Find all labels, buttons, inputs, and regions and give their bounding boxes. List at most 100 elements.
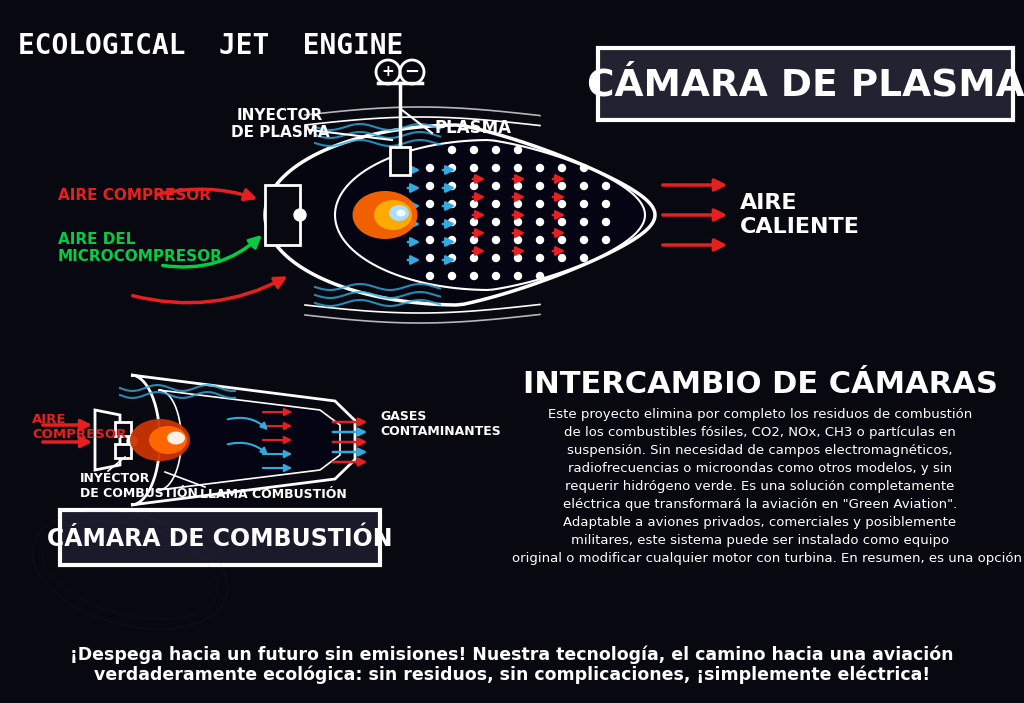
Polygon shape xyxy=(265,125,655,305)
Circle shape xyxy=(427,183,433,190)
Circle shape xyxy=(558,165,565,172)
Circle shape xyxy=(537,254,544,262)
Ellipse shape xyxy=(389,205,409,221)
Circle shape xyxy=(449,254,456,262)
Circle shape xyxy=(537,236,544,243)
Circle shape xyxy=(514,200,521,207)
Text: −: − xyxy=(404,63,420,81)
Circle shape xyxy=(470,200,477,207)
Circle shape xyxy=(514,146,521,153)
Circle shape xyxy=(449,236,456,243)
Circle shape xyxy=(558,219,565,226)
Circle shape xyxy=(493,219,500,226)
Circle shape xyxy=(558,183,565,190)
Text: GASES
CONTAMINANTES: GASES CONTAMINANTES xyxy=(380,410,501,438)
Circle shape xyxy=(493,183,500,190)
Polygon shape xyxy=(335,140,645,290)
Text: PLASMA: PLASMA xyxy=(435,119,512,137)
Text: Adaptable a aviones privados, comerciales y posiblemente: Adaptable a aviones privados, comerciale… xyxy=(563,516,956,529)
Circle shape xyxy=(537,183,544,190)
Text: AIRE
CALIENTE: AIRE CALIENTE xyxy=(740,193,860,237)
Circle shape xyxy=(514,254,521,262)
Text: eléctrica que transformará la aviación en "Green Aviation".: eléctrica que transformará la aviación e… xyxy=(563,498,957,511)
Text: verdaderamente ecológica: sin residuos, sin complicaciones, ¡simplemente eléctri: verdaderamente ecológica: sin residuos, … xyxy=(94,666,930,685)
Text: suspensión. Sin necesidad de campos electromagnéticos,: suspensión. Sin necesidad de campos elec… xyxy=(567,444,952,457)
Ellipse shape xyxy=(352,191,418,239)
FancyBboxPatch shape xyxy=(115,444,131,458)
Circle shape xyxy=(449,200,456,207)
Circle shape xyxy=(449,219,456,226)
Polygon shape xyxy=(131,375,355,505)
Text: INYECTOR
DE PLASMA: INYECTOR DE PLASMA xyxy=(230,108,330,141)
Circle shape xyxy=(581,200,588,207)
Polygon shape xyxy=(95,410,120,470)
Circle shape xyxy=(493,200,500,207)
Ellipse shape xyxy=(396,209,406,217)
Text: INTERCAMBIO DE CÁMARAS: INTERCAMBIO DE CÁMARAS xyxy=(522,370,997,399)
Circle shape xyxy=(514,219,521,226)
Circle shape xyxy=(470,146,477,153)
FancyBboxPatch shape xyxy=(115,422,131,436)
Circle shape xyxy=(493,236,500,243)
Circle shape xyxy=(602,183,609,190)
Circle shape xyxy=(470,183,477,190)
Circle shape xyxy=(470,219,477,226)
Circle shape xyxy=(602,200,609,207)
Circle shape xyxy=(537,273,544,280)
Text: ECOLOGICAL  JET  ENGINE: ECOLOGICAL JET ENGINE xyxy=(18,32,403,60)
Circle shape xyxy=(558,254,565,262)
Text: CÁMARA DE COMBUSTIÓN: CÁMARA DE COMBUSTIÓN xyxy=(47,527,393,551)
Text: ¡Despega hacia un futuro sin emisiones! Nuestra tecnología, el camino hacia una : ¡Despega hacia un futuro sin emisiones! … xyxy=(71,645,953,664)
Circle shape xyxy=(449,146,456,153)
Circle shape xyxy=(470,254,477,262)
Circle shape xyxy=(602,236,609,243)
Ellipse shape xyxy=(150,426,187,454)
Circle shape xyxy=(514,183,521,190)
FancyBboxPatch shape xyxy=(598,48,1013,120)
Circle shape xyxy=(449,165,456,172)
Circle shape xyxy=(558,236,565,243)
Text: AIRE DEL
MICROCOMPRESOR: AIRE DEL MICROCOMPRESOR xyxy=(58,232,223,264)
Circle shape xyxy=(558,200,565,207)
Circle shape xyxy=(427,200,433,207)
Text: radiofrecuencias o microondas como otros modelos, y sin: radiofrecuencias o microondas como otros… xyxy=(568,462,952,475)
Text: CÁMARA DE PLASMA: CÁMARA DE PLASMA xyxy=(587,68,1024,104)
Circle shape xyxy=(537,165,544,172)
Circle shape xyxy=(493,273,500,280)
Circle shape xyxy=(537,219,544,226)
Ellipse shape xyxy=(167,432,185,444)
Circle shape xyxy=(493,165,500,172)
Circle shape xyxy=(537,200,544,207)
Text: +: + xyxy=(382,65,394,79)
Text: INYECTOR
DE COMBUSTIÓN: INYECTOR DE COMBUSTIÓN xyxy=(80,472,198,500)
Circle shape xyxy=(581,219,588,226)
Circle shape xyxy=(470,236,477,243)
Text: Este proyecto elimina por completo los residuos de combustión: Este proyecto elimina por completo los r… xyxy=(548,408,972,421)
Text: requerir hidrógeno verde. Es una solución completamente: requerir hidrógeno verde. Es una solució… xyxy=(565,480,954,493)
Circle shape xyxy=(427,219,433,226)
FancyBboxPatch shape xyxy=(60,510,380,565)
Text: AIRE COMPRESOR: AIRE COMPRESOR xyxy=(58,188,211,202)
Circle shape xyxy=(427,254,433,262)
FancyBboxPatch shape xyxy=(390,147,410,175)
Circle shape xyxy=(470,273,477,280)
Ellipse shape xyxy=(374,200,412,230)
Circle shape xyxy=(581,165,588,172)
Circle shape xyxy=(294,209,306,221)
Circle shape xyxy=(514,165,521,172)
Circle shape xyxy=(602,219,609,226)
Circle shape xyxy=(493,146,500,153)
Circle shape xyxy=(449,183,456,190)
Text: original o modificar cualquier motor con turbina. En resumen, es una opción eléc: original o modificar cualquier motor con… xyxy=(512,552,1024,565)
Circle shape xyxy=(127,436,137,446)
Circle shape xyxy=(493,254,500,262)
Polygon shape xyxy=(159,390,340,490)
Circle shape xyxy=(427,236,433,243)
Circle shape xyxy=(470,165,477,172)
Circle shape xyxy=(449,273,456,280)
Polygon shape xyxy=(265,185,300,245)
Text: LLAMA COMBUSTIÓN: LLAMA COMBUSTIÓN xyxy=(200,488,347,501)
Circle shape xyxy=(427,273,433,280)
Ellipse shape xyxy=(130,419,190,461)
Circle shape xyxy=(514,236,521,243)
